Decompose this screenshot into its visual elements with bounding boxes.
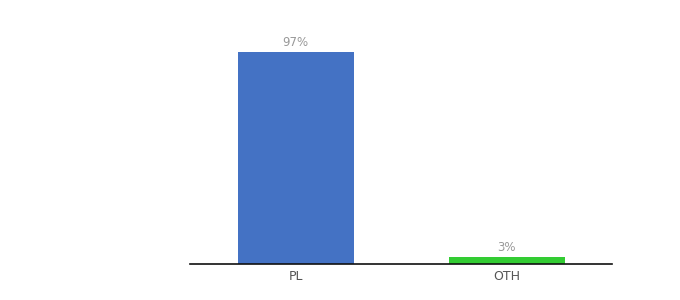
Text: 3%: 3% [497, 241, 516, 254]
Text: 97%: 97% [283, 36, 309, 49]
Bar [449, 257, 564, 264]
Bar [238, 52, 354, 264]
